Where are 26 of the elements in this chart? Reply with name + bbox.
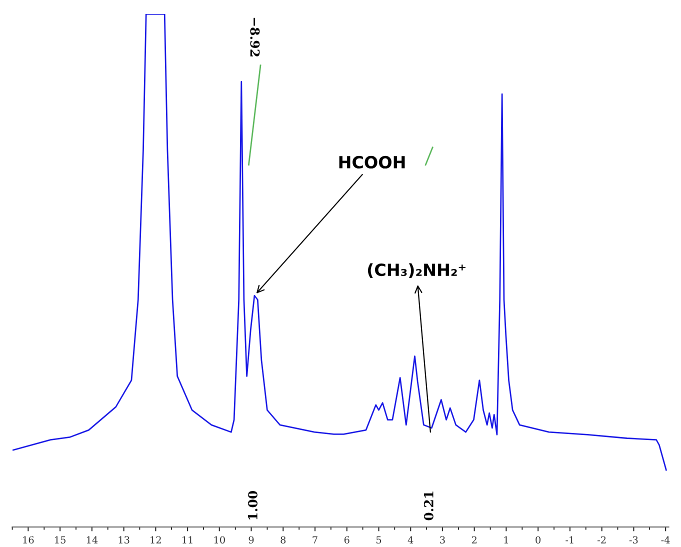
x-tick-label: -3 — [629, 536, 638, 544]
x-tick-label: -2 — [598, 536, 606, 544]
annotation: −8.92 — [250, 18, 260, 56]
x-tick-label: 7 — [312, 536, 318, 544]
x-tick-label: 13 — [118, 536, 130, 544]
x-tick-label: -1 — [566, 536, 574, 544]
x-tick-label: 3 — [440, 536, 445, 544]
x-tick-label: 16 — [23, 536, 34, 544]
x-tick-label: 5 — [376, 536, 382, 544]
x-tick-label: 9 — [248, 536, 254, 544]
annotation: 0.21 — [424, 492, 434, 520]
x-tick-label: 8 — [280, 536, 286, 544]
annotation: (CH₃)₂NH₂⁺ — [368, 263, 466, 278]
x-tick-label: 2 — [472, 536, 476, 544]
x-tick-label: 12 — [150, 536, 161, 544]
x-tick-label: 6 — [344, 536, 350, 544]
x-tick-label: 4 — [408, 536, 414, 544]
x-tick-label: 14 — [86, 536, 98, 544]
annotation: 1.00 — [248, 490, 258, 520]
annotation: HCOOH — [339, 156, 405, 169]
x-tick-label: 10 — [214, 536, 225, 544]
x-tick-label: 0 — [536, 536, 541, 544]
x-tick-label: 15 — [55, 536, 66, 544]
x-tick-label: -4 — [661, 536, 670, 544]
x-tick-label: 11 — [182, 536, 192, 544]
x-tick-label: 1 — [504, 536, 508, 544]
